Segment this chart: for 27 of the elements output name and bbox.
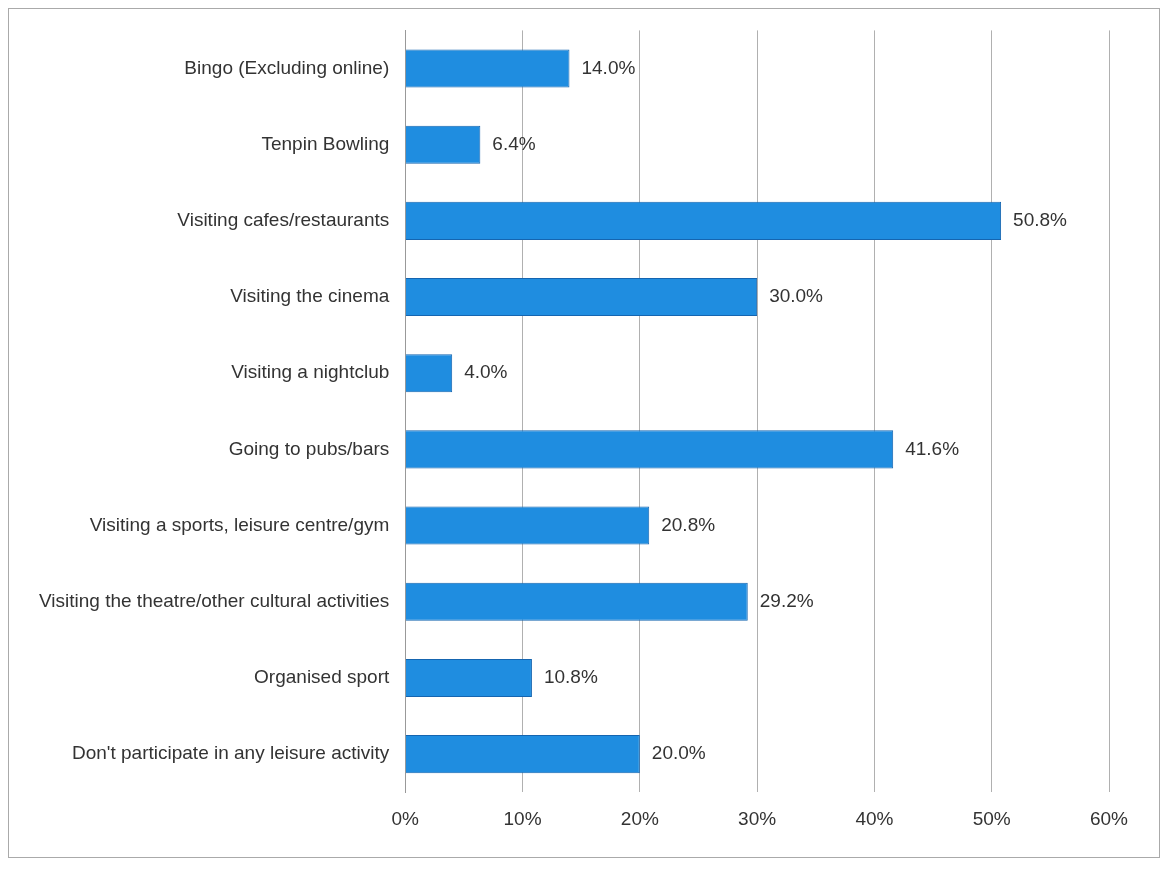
x-tick-label: 20%: [620, 807, 659, 829]
data-label: 29.2%: [759, 589, 814, 611]
y-tick-label: Visiting the theatre/other cultural activities: [38, 589, 390, 611]
data-label: 30.0%: [769, 285, 824, 307]
y-tick-label: Visiting a nightclub: [231, 361, 390, 383]
x-tick-label: 50%: [972, 807, 1011, 829]
data-label: 10.8%: [543, 666, 598, 688]
x-tick-label: 30%: [738, 807, 777, 829]
y-tick-label: Organised sport: [254, 666, 390, 688]
data-label: 4.0%: [464, 361, 508, 383]
data-label: 50.8%: [1013, 209, 1068, 231]
y-tick-label: Don't participate in any leisure activity: [71, 742, 390, 764]
y-tick-label: Tenpin Bowling: [261, 132, 390, 154]
data-label: 6.4%: [492, 132, 536, 154]
x-tick-label: 0%: [391, 807, 420, 829]
y-tick-label: Bingo (Excluding online): [184, 56, 390, 78]
x-tick-label: 60%: [1089, 807, 1129, 829]
data-label: 41.6%: [905, 437, 960, 459]
x-tick-label: 10%: [503, 807, 542, 829]
y-tick-label: Going to pubs/bars: [228, 437, 390, 459]
data-label: 20.8%: [661, 513, 716, 535]
data-label: 14.0%: [581, 56, 636, 78]
x-tick-label: 40%: [855, 807, 894, 829]
y-tick-label: Visiting the cinema: [230, 285, 390, 307]
y-tick-label: Visiting a sports, leisure centre/gym: [89, 513, 390, 535]
data-label: 20.0%: [651, 742, 706, 764]
y-tick-label: Visiting cafes/restaurants: [177, 209, 390, 231]
